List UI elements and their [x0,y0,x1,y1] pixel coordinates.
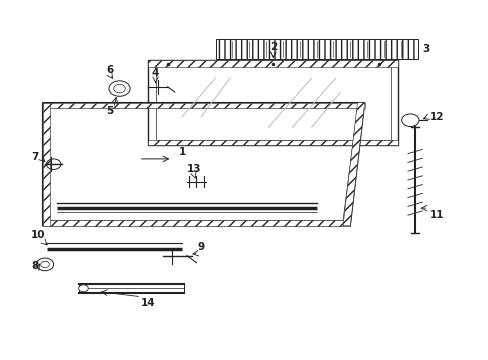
Polygon shape [42,103,50,226]
Text: 12: 12 [428,112,443,122]
Text: 1: 1 [178,147,185,157]
Polygon shape [148,60,398,67]
Text: 3: 3 [422,44,429,54]
Text: 13: 13 [186,164,201,174]
Text: 4: 4 [152,68,159,78]
Text: 7: 7 [32,152,39,162]
Text: 9: 9 [197,242,204,252]
Polygon shape [79,284,184,293]
Text: 11: 11 [428,210,443,220]
Text: 8: 8 [32,261,39,271]
Polygon shape [42,220,349,226]
Polygon shape [148,140,398,145]
Text: 5: 5 [106,107,113,116]
Text: 14: 14 [141,298,155,308]
Polygon shape [215,39,417,59]
Polygon shape [343,103,364,226]
Text: 2: 2 [269,42,276,51]
Circle shape [79,285,88,292]
Text: 10: 10 [31,230,45,240]
Polygon shape [42,103,364,108]
Text: 6: 6 [106,64,113,75]
